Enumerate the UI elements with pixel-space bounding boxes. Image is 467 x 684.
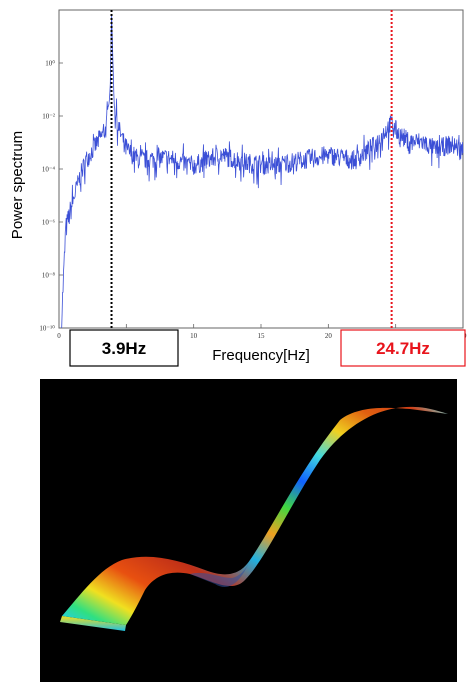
y-ticks: 10⁻¹⁰ 10⁻⁸ 10⁻⁶ 10⁻⁴ 10⁻² 10⁰ [39,60,63,333]
y-tick-label: 10⁻² [42,113,55,121]
x-tick-label: 10 [190,332,198,340]
x-tick-label: 20 [325,332,333,340]
y-tick-label: 10⁻⁸ [42,272,56,280]
x-axis-label: Frequency[Hz] [212,347,310,364]
ribbon-surface [62,406,448,625]
y-tick-label: 10⁻⁴ [42,166,56,174]
x-tick-label: 15 [258,332,266,340]
x-tick-label: 0 [57,332,61,340]
spectrum-series-line [61,15,464,329]
peak-label-24-7hz: 24.7Hz [376,339,430,358]
peak-label-3-9hz: 3.9Hz [102,339,146,358]
y-tick-label: 10⁻¹⁰ [39,325,55,333]
peak-label-box-3-9hz [69,329,179,367]
render-background [40,379,457,682]
peak-label-box-24-7hz [340,329,466,367]
ribbon-shading [190,560,250,587]
y-axis-label: Power spectrum [9,131,26,239]
y-tick-label: 10⁰ [45,60,55,68]
y-tick-label: 10⁻⁶ [42,219,56,227]
ribbon-end-face [60,616,126,631]
beam-simulation-render [40,379,457,682]
